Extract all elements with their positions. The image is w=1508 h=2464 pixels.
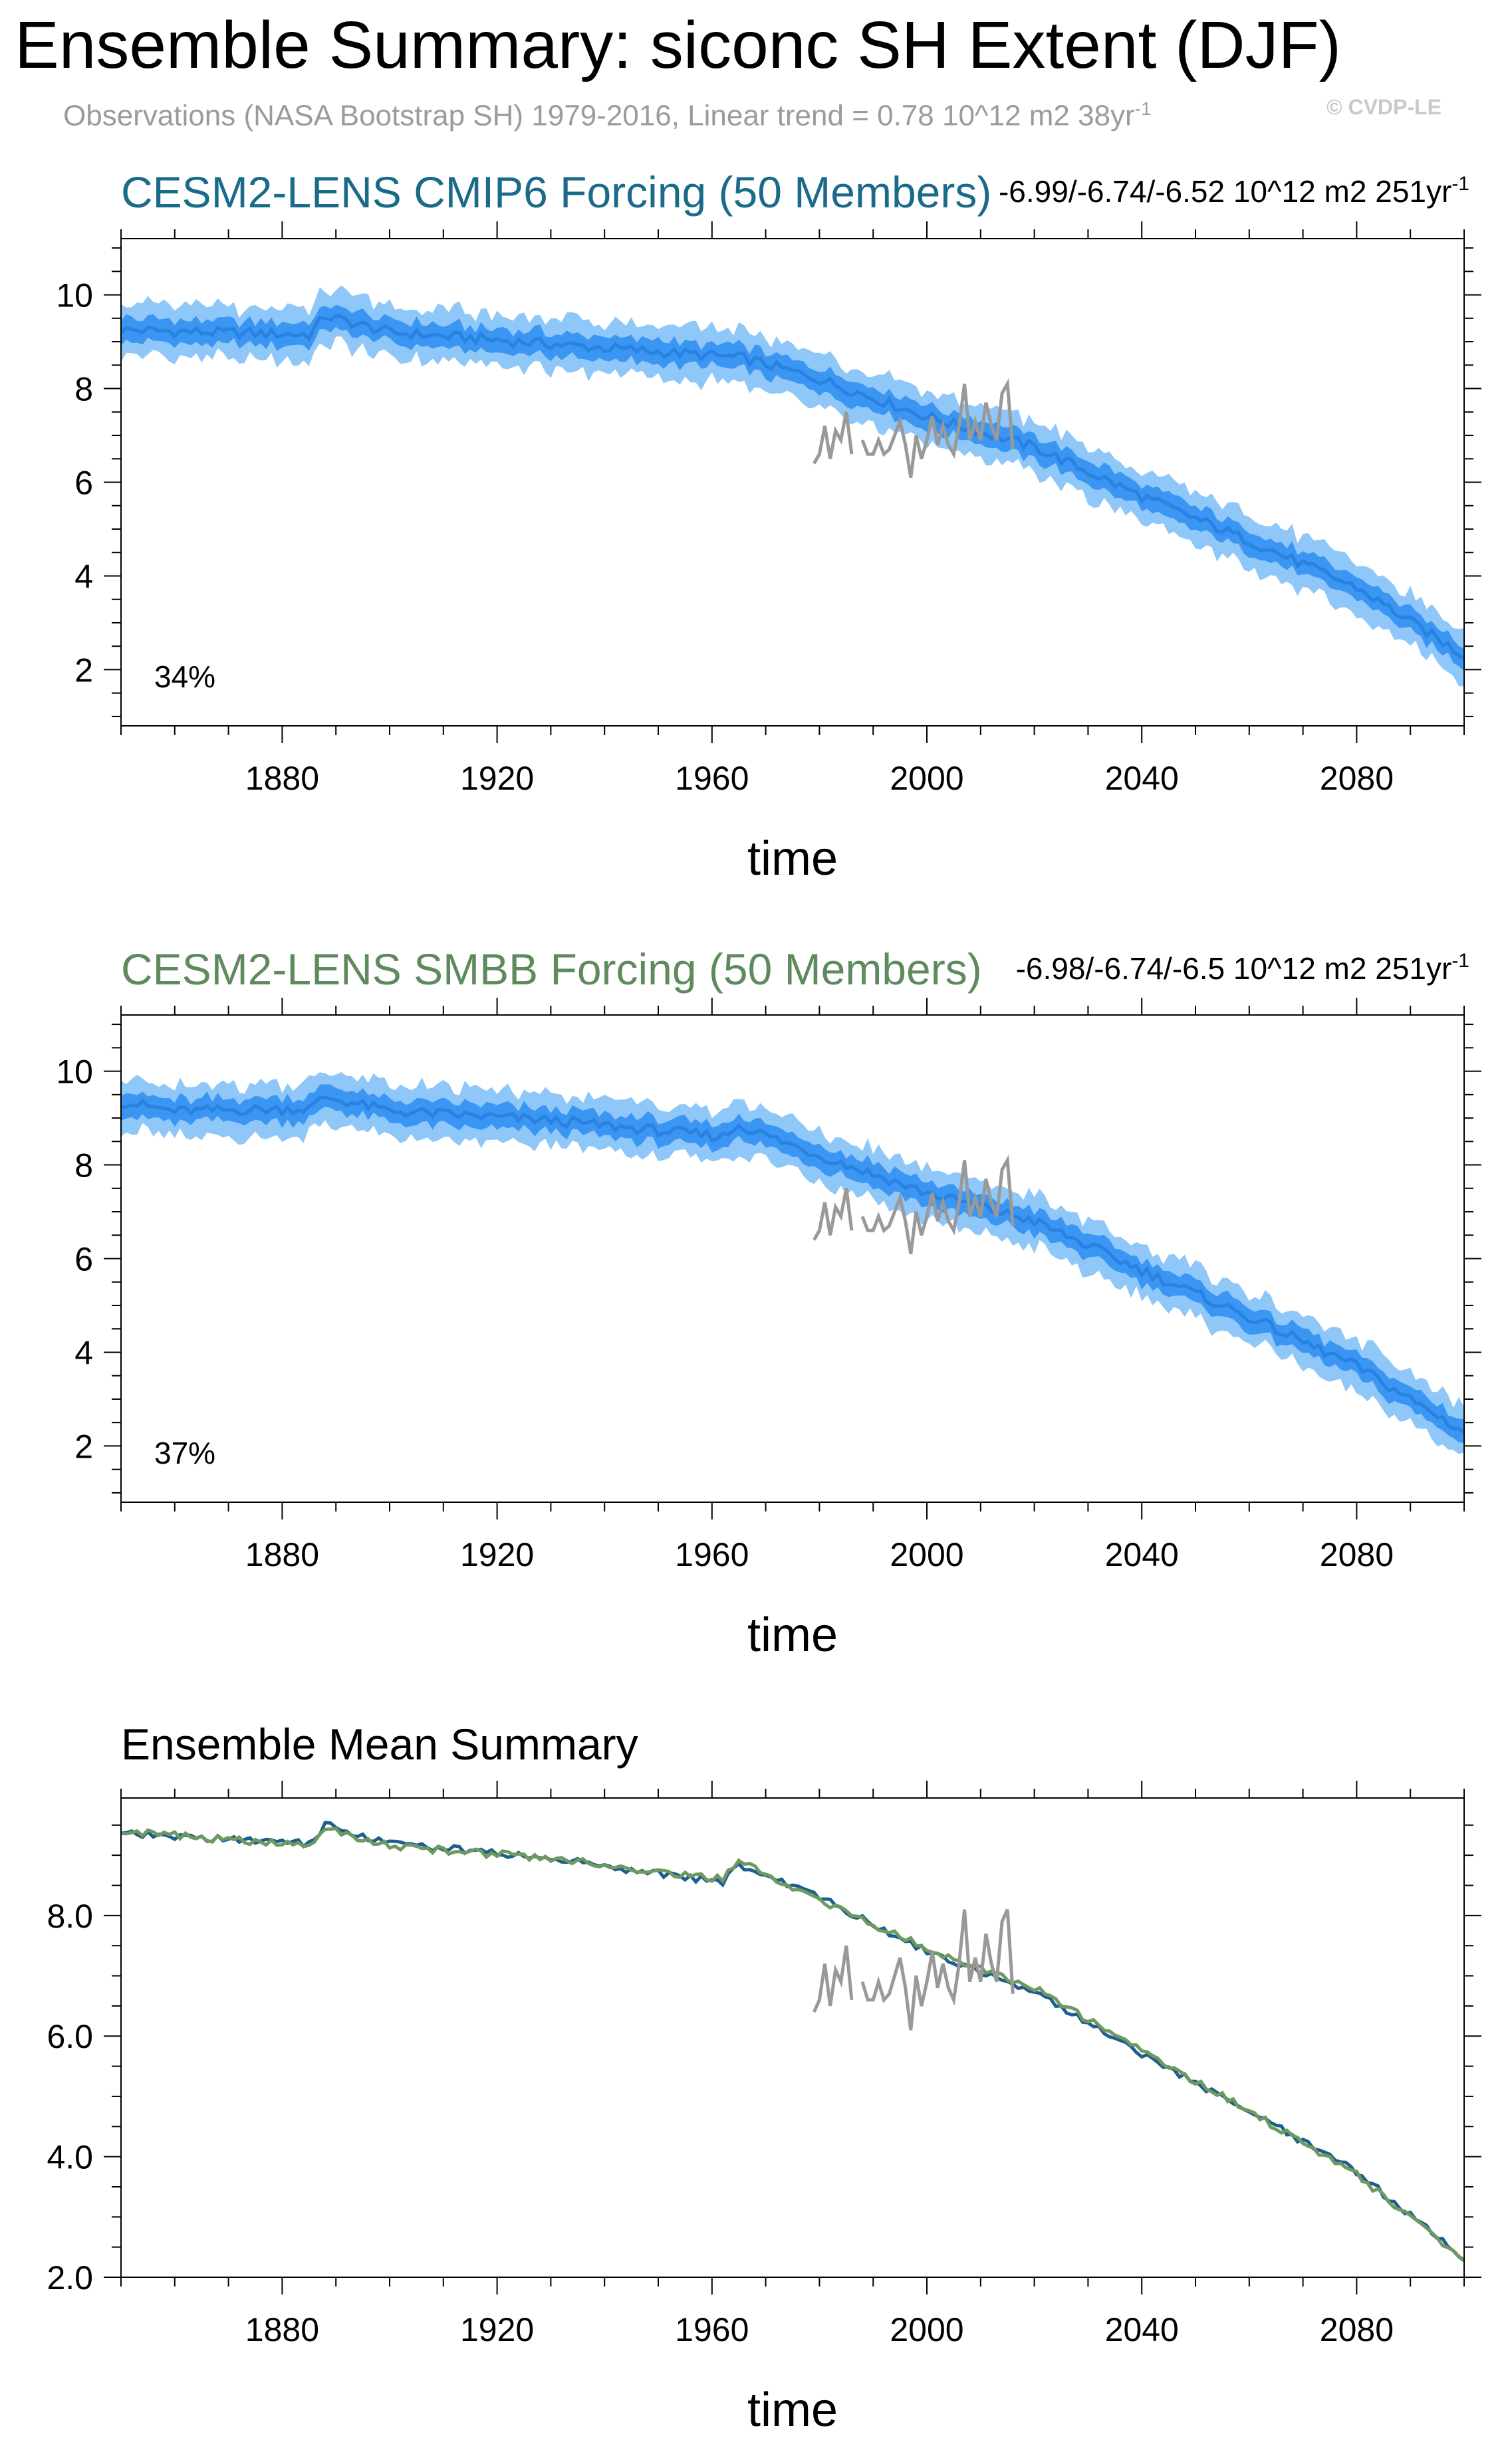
chart-smbb: CESM2-LENS SMBB Forcing (50 Members) -6.9… [56,945,1481,1662]
x-tick-label: 1960 [675,2311,749,2348]
x-tick-label: 2000 [890,2311,963,2348]
y-tick-label: 10 [56,277,93,314]
y-tick-label: 6 [74,1241,93,1278]
spread-inner-band [121,304,1464,671]
x-tick-label: 1880 [245,2311,319,2348]
panel-title-cmip6: CESM2-LENS CMIP6 Forcing (50 Members) [121,168,991,217]
x-tick-label: 1920 [460,1536,534,1573]
y-tick-label: 8.0 [47,1898,93,1935]
y-tick-label: 8 [74,1147,93,1184]
observations-line [813,1908,1015,2031]
trend-label-smbb: -6.98/-6.74/-6.5 10^12 m2 251yr-1 [1016,950,1469,986]
y-tick-label: 4.0 [47,2139,93,2176]
x-tick-label: 2000 [890,1536,963,1573]
y-tick-label: 2 [74,1428,93,1465]
plot-frame-mean [120,1797,1465,2278]
trend-exponent: -1 [1451,950,1469,972]
chart-mean: Ensemble Mean Summary 1880 1920 1960 2000 204… [47,1720,1481,2437]
y-tick-label: 2 [74,651,93,689]
observations-subtitle-text: Observations (NASA Bootstrap SH) 1979-20… [63,99,1135,132]
x-tick-label: 2040 [1105,760,1179,797]
trend-exponent: -1 [1451,173,1469,195]
y-tick-label: 8 [74,371,93,408]
x-axis-label: time [747,2384,838,2437]
x-tick-label: 2080 [1320,1536,1394,1573]
series-line-smbb [121,1827,1464,2261]
spread-outer-band [121,1072,1464,1454]
plot-area-cmip6 [121,285,1464,687]
y-tick-label: 6.0 [47,2018,93,2055]
y-tick-label: 10 [56,1054,93,1091]
cvdp-watermark: © CVDP-LE [1326,95,1442,119]
plot-area-smbb [121,1072,1464,1454]
x-tick-label: 1880 [245,760,319,797]
y-tick-label: 4 [74,1334,93,1371]
x-tick-label: 2080 [1320,2311,1394,2348]
plot-area-mean [121,1821,1464,2262]
x-tick-label: 1920 [460,2311,534,2348]
observations-subtitle-exponent: -1 [1134,98,1152,119]
trend-text: -6.99/-6.74/-6.52 10^12 m2 251yr [999,174,1451,209]
x-tick-label: 2000 [890,760,963,797]
x-axis-label: time [747,832,838,885]
ensemble-mean-line [121,1095,1464,1434]
y-tick-label: 4 [74,558,93,595]
spread-inner-band [121,1084,1464,1443]
trend-text: -6.98/-6.74/-6.5 10^12 m2 251yr [1016,951,1452,986]
observations-line [813,1155,1015,1254]
panel-title-mean: Ensemble Mean Summary [121,1720,638,1769]
x-tick-label: 2040 [1105,1536,1179,1573]
x-tick-label: 1880 [245,1536,319,1573]
y-tick-label: 2.0 [47,2259,93,2296]
observations-line [813,378,1015,478]
observations-subtitle: Observations (NASA Bootstrap SH) 1979-20… [63,100,1152,131]
spread-outer-band [121,285,1464,687]
x-tick-label: 2040 [1105,2311,1179,2348]
x-axis-label: time [747,1609,838,1662]
figure-title: Ensemble Summary: siconc SH Extent (DJF) [15,8,1341,82]
percent-label: 34% [154,659,215,694]
x-tick-label: 1920 [460,760,534,797]
panel-title-smbb: CESM2-LENS SMBB Forcing (50 Members) [121,945,982,994]
percent-label: 37% [154,1436,215,1470]
x-tick-label: 1960 [675,760,749,797]
chart-cmip6: CESM2-LENS CMIP6 Forcing (50 Members) -6.… [56,168,1481,885]
y-tick-label: 6 [74,465,93,502]
trend-label-cmip6: -6.99/-6.74/-6.52 10^12 m2 251yr-1 [999,173,1469,209]
x-tick-label: 1960 [675,1536,749,1573]
x-tick-label: 2080 [1320,760,1394,797]
ensemble-mean-line [121,314,1464,660]
